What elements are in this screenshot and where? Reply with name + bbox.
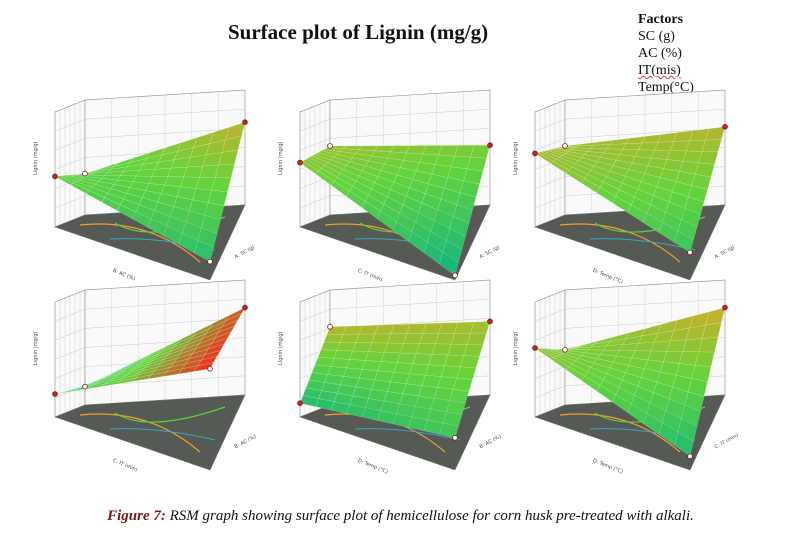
z-axis-label: D: Temp (°C) bbox=[592, 458, 624, 476]
contour-floor bbox=[54, 394, 246, 471]
design-point bbox=[562, 143, 568, 149]
z-axis-label: C: IT (min) bbox=[357, 268, 384, 283]
x-axis-label: B: AC (%) bbox=[479, 434, 503, 450]
x-axis-label: B: AC (%) bbox=[234, 434, 258, 450]
design-point bbox=[242, 119, 248, 125]
surface-facet bbox=[339, 333, 360, 343]
design-point bbox=[722, 304, 728, 311]
factor-item-ac: AC (%) bbox=[638, 46, 682, 61]
chart-title: Surface plot of Lignin (mg/g) bbox=[228, 20, 489, 44]
response-surface bbox=[299, 321, 491, 439]
factor-item-sc: SC (g) bbox=[638, 29, 675, 44]
design-point bbox=[452, 434, 458, 441]
x-axis-label: A: SC (g) bbox=[234, 245, 256, 261]
surface-panel-1: Lignin (mg/g) A: SC (g) B: AC (%) bbox=[33, 89, 256, 282]
design-point bbox=[297, 400, 303, 407]
contour-line bbox=[559, 413, 681, 453]
surface-facet bbox=[211, 177, 232, 193]
surface-facet bbox=[453, 377, 473, 392]
design-point bbox=[207, 258, 213, 265]
design-point bbox=[327, 143, 333, 149]
figure-caption: Figure 7: RSM graph showing surface plot… bbox=[0, 508, 801, 525]
factor-item-temp: Temp(°C) bbox=[638, 80, 694, 95]
design-point bbox=[452, 272, 458, 279]
y-axis-label: Lignin (mg/g) bbox=[278, 141, 284, 175]
y-axis-label: Lignin (mg/g) bbox=[513, 331, 519, 365]
design-point bbox=[487, 318, 493, 325]
surface-facet bbox=[470, 144, 491, 159]
contour-line bbox=[79, 413, 201, 453]
surface-facet bbox=[317, 349, 338, 359]
surface-facet bbox=[320, 341, 341, 351]
contour-line bbox=[354, 428, 461, 441]
y-axis-label: Lignin (mg/g) bbox=[33, 331, 39, 365]
design-point bbox=[52, 391, 58, 397]
surface-panel-2: Lignin (mg/g) A: SC (g) C: IT (min) bbox=[278, 89, 501, 283]
surface-facet bbox=[456, 366, 477, 380]
design-point bbox=[722, 124, 728, 130]
response-surface bbox=[534, 126, 726, 253]
surface-facet bbox=[459, 355, 480, 369]
factors-legend: Factors SC (g) AC (%) IT(mis) Temp(°C) bbox=[638, 11, 694, 96]
surface-facet bbox=[466, 332, 487, 345]
caption-text: RSM graph showing surface plot of hemice… bbox=[165, 508, 694, 524]
z-axis-label: D: Temp (°C) bbox=[592, 268, 624, 286]
surface-facet bbox=[463, 344, 484, 357]
factors-heading: Factors bbox=[638, 12, 684, 27]
x-axis-label: A: SC (g) bbox=[714, 245, 736, 261]
design-point bbox=[687, 453, 693, 460]
response-surface bbox=[54, 307, 246, 395]
design-point bbox=[297, 159, 303, 166]
design-point bbox=[82, 383, 88, 390]
surface-facet bbox=[336, 342, 357, 352]
surface-facet bbox=[701, 139, 722, 153]
response-surface bbox=[534, 307, 726, 457]
surface-facet bbox=[330, 358, 350, 369]
x-axis-label: C: IT (min) bbox=[714, 433, 740, 451]
contour-line bbox=[114, 406, 226, 423]
caption-label: Figure 7: bbox=[107, 508, 166, 524]
surface-panel-5: Lignin (mg/g) B: AC (%) D: Temp (°C) bbox=[278, 279, 503, 476]
design-point bbox=[487, 142, 493, 149]
y-axis-label: Lignin (mg/g) bbox=[278, 331, 284, 365]
z-axis-label: C: IT (min) bbox=[112, 458, 139, 473]
surface-facet bbox=[346, 359, 366, 370]
surface-panel-6: Lignin (mg/g) C: IT (min) D: Temp (°C) bbox=[513, 279, 740, 476]
surface-facet bbox=[323, 334, 344, 343]
design-point bbox=[242, 304, 248, 311]
z-axis-label: D: Temp (°C) bbox=[357, 458, 389, 476]
surface-facet bbox=[698, 151, 719, 165]
response-surface bbox=[299, 144, 491, 276]
design-point bbox=[687, 249, 693, 256]
design-point bbox=[532, 345, 538, 351]
factor-item-it: IT(mis) bbox=[638, 63, 681, 78]
surface-facet bbox=[466, 156, 487, 172]
contour-line bbox=[559, 223, 681, 263]
z-axis-label: B: AC (%) bbox=[112, 268, 136, 282]
contour-line bbox=[109, 428, 216, 441]
design-point bbox=[82, 170, 88, 177]
surface-panel-3: Lignin (mg/g) A: SC (g) D: Temp (°C) bbox=[513, 89, 736, 286]
y-axis-label: Lignin (mg/g) bbox=[33, 141, 39, 175]
design-point bbox=[207, 365, 213, 372]
design-point bbox=[327, 323, 333, 330]
design-point bbox=[532, 150, 538, 157]
surface-facet bbox=[333, 350, 353, 360]
x-axis-label: A: SC (g) bbox=[479, 245, 501, 261]
surface-panel-4: Lignin (mg/g) B: AC (%) C: IT (min) bbox=[33, 279, 258, 473]
response-surface bbox=[54, 121, 246, 262]
design-point bbox=[52, 173, 58, 180]
design-point bbox=[562, 346, 568, 353]
contour-line bbox=[79, 223, 201, 263]
surface-facet bbox=[470, 321, 491, 334]
y-axis-label: Lignin (mg/g) bbox=[513, 141, 519, 175]
surface-facet bbox=[694, 351, 715, 368]
